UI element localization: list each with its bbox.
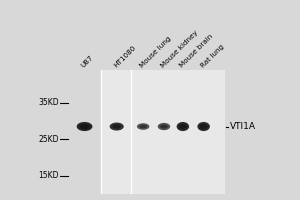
Ellipse shape [160, 125, 168, 129]
Text: HT1080: HT1080 [112, 44, 137, 69]
Ellipse shape [139, 125, 147, 128]
Text: 25KD: 25KD [39, 135, 59, 144]
Text: U87: U87 [80, 54, 95, 69]
Ellipse shape [200, 124, 208, 129]
Ellipse shape [80, 124, 89, 129]
Text: Mouse kidney: Mouse kidney [160, 29, 199, 69]
Ellipse shape [197, 122, 210, 131]
Ellipse shape [177, 122, 189, 131]
Ellipse shape [137, 123, 149, 130]
Bar [100, 70, 131, 194]
Text: Rat lung: Rat lung [200, 43, 225, 69]
Ellipse shape [179, 124, 187, 129]
Ellipse shape [158, 123, 170, 130]
Bar [131, 70, 225, 194]
Text: 15KD: 15KD [39, 171, 59, 180]
Ellipse shape [112, 124, 121, 129]
Text: Mouse lung: Mouse lung [139, 35, 172, 69]
Ellipse shape [110, 123, 124, 131]
Text: VTI1A: VTI1A [230, 122, 256, 131]
Text: 35KD: 35KD [38, 98, 59, 107]
Text: Mouse brain: Mouse brain [178, 33, 214, 69]
Ellipse shape [77, 122, 92, 131]
